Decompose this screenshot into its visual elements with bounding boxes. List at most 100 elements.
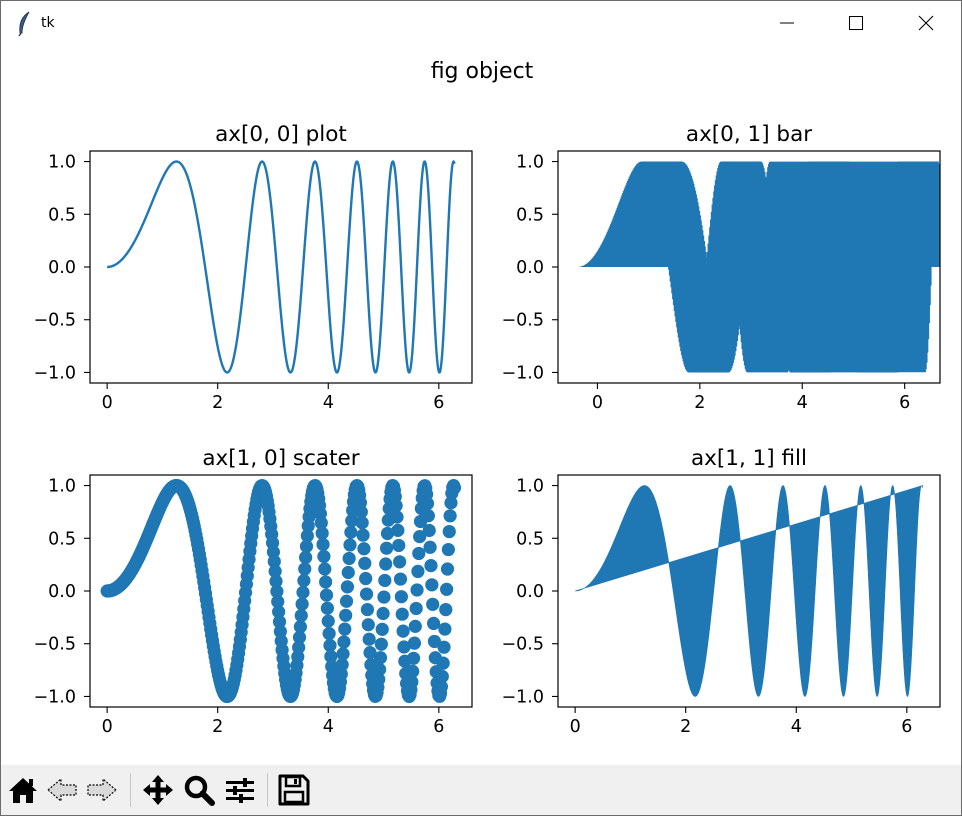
scatter-point	[380, 526, 395, 541]
axes-frame	[89, 150, 473, 384]
scatter-point	[340, 580, 354, 594]
scatter-point	[297, 574, 311, 588]
maximize-icon	[849, 16, 863, 30]
scatter-point	[315, 526, 329, 540]
y-tick-label: −1.0	[502, 687, 545, 707]
scatter-point	[318, 562, 332, 576]
back-icon	[47, 777, 77, 803]
scatter-point	[357, 542, 371, 556]
y-tick-label: 1.0	[516, 153, 544, 173]
scatter-point	[435, 669, 449, 684]
scatter-point	[337, 635, 351, 649]
scatter-point	[296, 585, 310, 599]
minimize-button[interactable]	[764, 1, 810, 46]
subplot-title: ax[0, 1] bar	[686, 122, 812, 147]
scatter-point	[266, 545, 281, 559]
scatter-point	[423, 540, 437, 554]
configure-subplots-button[interactable]	[223, 773, 257, 807]
scatter-point	[339, 608, 353, 622]
scatter-point	[442, 524, 456, 539]
scatter-point	[299, 550, 313, 565]
y-tick-label: 0.0	[516, 582, 544, 602]
scatter-point	[447, 481, 462, 495]
subplot-title: ax[1, 1] fill	[691, 446, 807, 471]
x-tick-label: 4	[797, 393, 808, 413]
scatter-point	[338, 622, 352, 636]
scatter-point	[322, 627, 336, 641]
y-tick-label: −1.0	[34, 687, 77, 707]
scatter-point	[377, 590, 391, 604]
x-tick-label: 0	[102, 393, 113, 413]
minimize-icon	[780, 22, 794, 24]
toolbar-separator	[130, 773, 131, 807]
scatter-point	[413, 530, 427, 544]
scatter-point	[293, 620, 307, 634]
scatter-point	[271, 595, 285, 609]
scatter-point	[434, 680, 449, 694]
plot-area	[576, 161, 940, 373]
y-tick-label: 0.5	[48, 205, 76, 225]
x-tick-label: 4	[323, 717, 334, 737]
scatter-point	[355, 516, 369, 530]
scatter-point	[406, 651, 421, 665]
x-tick-label: 2	[212, 393, 223, 413]
close-button[interactable]	[903, 1, 949, 46]
scatter-point	[314, 516, 328, 530]
navigation-toolbar	[1, 765, 961, 815]
save-button[interactable]	[277, 773, 311, 807]
fill-area	[575, 485, 923, 697]
x-tick-label: 6	[901, 717, 912, 737]
plot-area	[575, 485, 923, 697]
scatter-point	[436, 656, 450, 670]
scatter-point	[295, 597, 309, 611]
scatter-point	[395, 607, 409, 621]
scatter-point	[394, 590, 408, 604]
toolbar-separator	[267, 773, 268, 807]
pan-button[interactable]	[141, 773, 175, 807]
scatter-point	[406, 664, 420, 678]
scatter-point	[300, 529, 314, 543]
scatter-point	[268, 564, 282, 578]
y-tick-label: 0.0	[516, 258, 544, 278]
scatter-point	[374, 637, 388, 651]
line-series	[107, 160, 456, 374]
scatter-point	[272, 605, 286, 619]
x-tick-label: 0	[570, 717, 581, 737]
scatter-point	[390, 510, 404, 524]
scatter-point	[407, 636, 422, 650]
maximize-button[interactable]	[833, 1, 879, 46]
zoom-icon	[184, 775, 215, 806]
figure-canvas[interactable]: fig object ax[0, 0] plot 0 2 4 6 1.0 0.5 0.0 −0.…	[1, 46, 961, 765]
scatter-point	[356, 528, 370, 542]
scatter-point	[324, 649, 338, 664]
back-button[interactable]	[45, 773, 79, 807]
y-tick-label: −0.5	[502, 635, 545, 655]
forward-button[interactable]	[85, 773, 119, 807]
zoom-button[interactable]	[182, 773, 216, 807]
scatter-point	[438, 622, 452, 636]
scatter-point	[375, 622, 389, 636]
scatter-point	[379, 557, 393, 571]
scatter-point	[376, 606, 390, 621]
configure-subplots-icon	[226, 778, 254, 803]
home-icon	[9, 778, 37, 803]
scatter-point	[267, 554, 281, 569]
scatter-point	[412, 546, 426, 561]
scatter-point	[410, 583, 424, 597]
scatter-point	[354, 505, 368, 519]
scatter-point	[292, 630, 307, 645]
scatter-point	[397, 640, 411, 654]
close-icon	[918, 15, 934, 31]
y-tick-label: 0.5	[516, 205, 544, 225]
bar-series	[576, 161, 940, 373]
scatter-point	[361, 618, 375, 632]
x-tick-label: 6	[433, 717, 444, 737]
scatter-point	[393, 572, 408, 586]
y-tick-label: 0.5	[48, 529, 76, 549]
y-tick-label: 1.0	[48, 153, 76, 173]
scatter-point	[341, 565, 355, 580]
scatter-point	[411, 564, 425, 579]
home-button[interactable]	[6, 773, 40, 807]
x-tick-label: 0	[592, 393, 603, 413]
